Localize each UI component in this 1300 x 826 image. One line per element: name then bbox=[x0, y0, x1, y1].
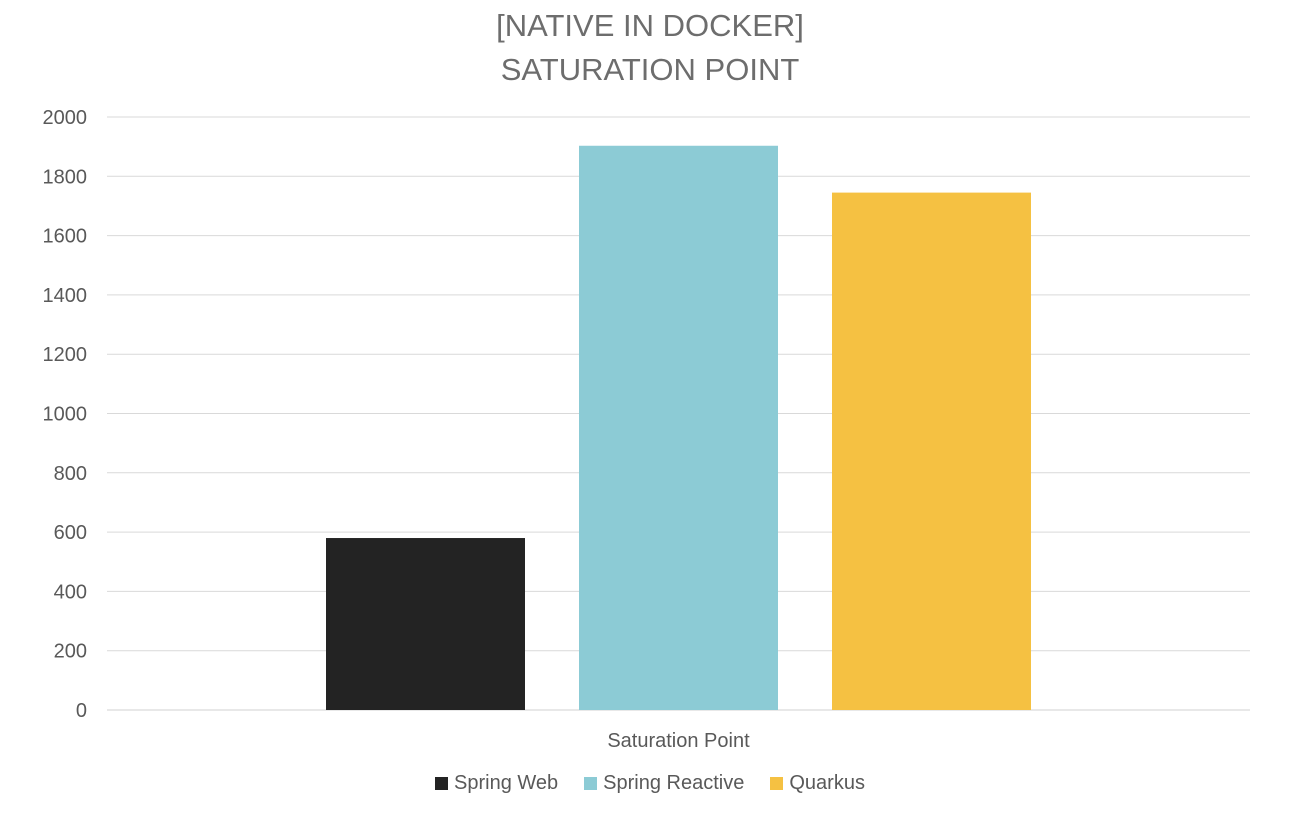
legend-item-quarkus: Quarkus bbox=[770, 772, 865, 795]
legend-label-quarkus: Quarkus bbox=[789, 772, 865, 794]
chart-title-line-1: [NATIVE IN DOCKER] bbox=[496, 8, 804, 43]
y-tick-label-800: 800 bbox=[54, 463, 87, 485]
legend-swatch-spring-reactive bbox=[584, 777, 598, 790]
x-axis-category-labels: Saturation Point bbox=[607, 730, 750, 752]
y-tick-label-1400: 1400 bbox=[43, 285, 88, 307]
legend-item-spring-web: Spring Web bbox=[435, 772, 558, 795]
y-tick-label-1000: 1000 bbox=[43, 404, 88, 426]
y-tick-label-200: 200 bbox=[54, 641, 87, 663]
bar-quarkus bbox=[832, 192, 1031, 711]
y-axis-tick-labels: 0 200 400 600 800 1000 1200 1400 1600 1800 2000 bbox=[43, 107, 88, 722]
y-tick-label-600: 600 bbox=[54, 522, 87, 544]
y-tick-label-1200: 1200 bbox=[43, 344, 88, 366]
y-tick-label-0: 0 bbox=[76, 700, 87, 722]
y-tick-label-2000: 2000 bbox=[43, 107, 88, 129]
legend-swatch-quarkus bbox=[770, 777, 784, 790]
bar-spring-reactive bbox=[579, 145, 778, 710]
bars bbox=[326, 145, 1031, 711]
legend-label-spring-reactive: Spring Reactive bbox=[603, 772, 745, 794]
x-category-label: Saturation Point bbox=[607, 730, 750, 752]
bar-spring-web bbox=[326, 538, 525, 710]
y-tick-label-1800: 1800 bbox=[43, 166, 88, 188]
legend-label-spring-web: Spring Web bbox=[454, 772, 559, 794]
legend-item-spring-reactive: Spring Reactive bbox=[584, 772, 744, 795]
legend: Spring Web Spring Reactive Quarkus bbox=[0, 772, 1300, 795]
chart-title-line-2: SATURATION POINT bbox=[500, 52, 800, 87]
y-tick-label-400: 400 bbox=[54, 581, 87, 603]
y-tick-label-1600: 1600 bbox=[43, 226, 88, 248]
legend-swatch-spring-web bbox=[435, 777, 449, 790]
